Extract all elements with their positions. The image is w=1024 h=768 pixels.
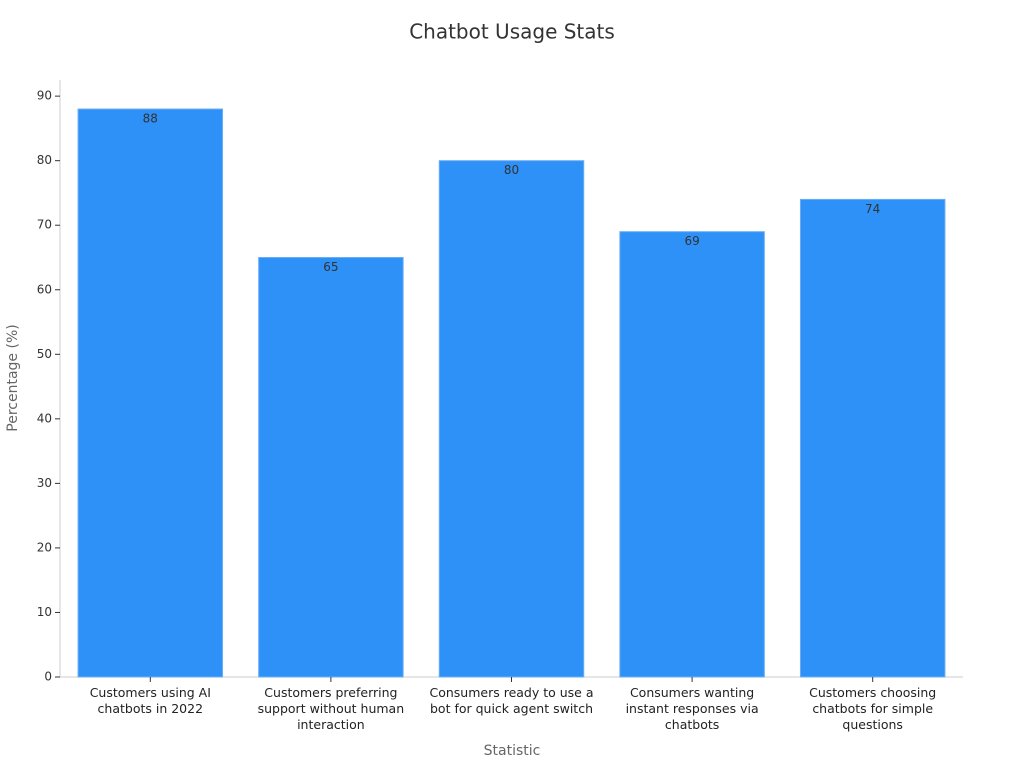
y-tick-label: 0 (44, 670, 52, 684)
x-tick-label: Customers choosing chatbots for simple q… (809, 685, 937, 732)
y-tick-label: 40 (37, 411, 52, 425)
y-tick-label: 70 (37, 218, 52, 232)
bar (438, 160, 585, 678)
y-tick-label: 50 (37, 347, 52, 361)
value-label: 74 (865, 202, 880, 216)
value-label: 65 (323, 260, 338, 274)
x-tick-label: Customers using AI chatbots in 2022 (89, 685, 211, 716)
x-tick-label: Consumers wanting instant responses via … (625, 685, 759, 732)
y-tick-label: 80 (37, 153, 52, 167)
y-tick-label: 10 (37, 605, 52, 619)
bar (258, 256, 404, 678)
x-tick-label: Customers preferring support without hum… (257, 685, 405, 732)
y-tick-label: 60 (37, 282, 52, 296)
bar (799, 198, 946, 678)
bar (619, 231, 765, 678)
value-label: 69 (684, 234, 699, 248)
x-axis-label: Statistic (484, 743, 541, 759)
y-tick-label: 20 (37, 540, 52, 554)
chart-title: Chatbot Usage Stats (409, 20, 615, 44)
y-tick-label: 30 (37, 476, 52, 490)
value-label: 80 (504, 163, 519, 177)
y-axis-label: Percentage (%) (5, 324, 21, 431)
x-tick-label: Consumers ready to use a bot for quick a… (429, 685, 594, 716)
bar (77, 108, 224, 678)
value-label: 88 (143, 112, 158, 126)
y-tick-label: 90 (37, 89, 52, 103)
